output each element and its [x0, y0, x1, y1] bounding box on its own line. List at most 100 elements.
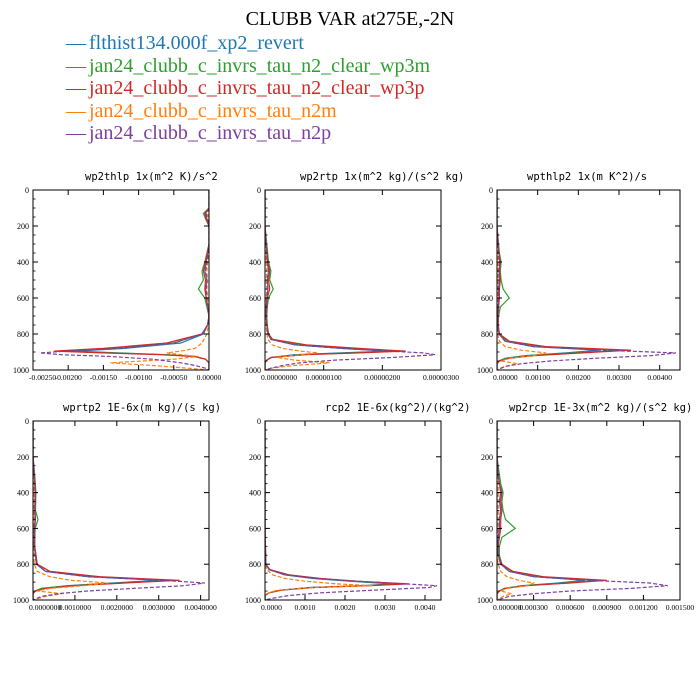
- series-line: [75, 190, 209, 370]
- x-tick-label: 0.00400: [647, 373, 672, 382]
- legend-entry: — jan24_clubb_c_invrs_tau_n2_clear_wp3p: [66, 77, 430, 100]
- y-tick-label: 800: [481, 560, 493, 569]
- y-tick-label: 200: [249, 222, 261, 231]
- y-tick-label: 200: [481, 453, 493, 462]
- y-tick-label: 1000: [245, 596, 261, 605]
- y-tick-label: 0: [25, 417, 29, 426]
- panel-title: wp2rcp 1E-3x(m^2 kg)/(s^2 kg): [509, 402, 692, 414]
- series-line: [265, 421, 438, 600]
- series-line: [33, 421, 172, 600]
- series-line: [265, 421, 402, 600]
- x-tick-label: 0.00100: [525, 373, 550, 382]
- series-line: [497, 421, 607, 600]
- y-tick-label: 0: [489, 186, 493, 195]
- y-tick-label: 800: [249, 330, 261, 339]
- y-tick-label: 600: [17, 524, 29, 533]
- series-line: [265, 190, 406, 370]
- y-tick-label: 400: [249, 489, 261, 498]
- legend-label: flthist134.000f_xp2_revert: [89, 32, 304, 54]
- panel-title: wpthlp2 1x(m K^2)/s: [527, 171, 647, 183]
- series-line: [54, 190, 209, 370]
- legend-label: jan24_clubb_c_invrs_tau_n2_clear_wp3m: [89, 54, 431, 77]
- x-tick-label: 0.00000: [197, 373, 222, 382]
- y-tick-label: 400: [249, 258, 261, 267]
- y-tick-label: 1000: [245, 366, 261, 375]
- series-line: [33, 421, 109, 600]
- chart-panel: wp2rtp 1x(m^2 kg)/(s^2 kg) 0 200 400 600 800 1…: [245, 171, 464, 382]
- chart-panel: wp2rcp 1E-3x(m^2 kg)/(s^2 kg) 0 200 400 600 8…: [477, 402, 694, 612]
- legend-line-icon: —: [66, 122, 86, 144]
- y-tick-label: 800: [481, 330, 493, 339]
- x-tick-label: 0.00000300: [423, 373, 459, 382]
- y-tick-label: 200: [249, 453, 261, 462]
- panel-title: wprtp2 1E-6x(m kg)/(s kg): [63, 402, 221, 414]
- x-tick-label: 0.00300: [607, 373, 632, 382]
- series-line: [265, 190, 389, 370]
- x-tick-label: 0.00000100: [306, 373, 342, 382]
- y-tick-label: 0: [25, 186, 29, 195]
- chart-panel: wp2thlp 1x(m^2 K)/s^202004006008001000-0…: [13, 171, 222, 382]
- series-line: [61, 190, 209, 370]
- series-line: [265, 421, 410, 600]
- x-tick-label: 0.0030000: [143, 603, 175, 612]
- chart-panel: rcp2 1E-6x(kg^2)/(kg^2) 0 200 400 600 800 1000…: [245, 402, 470, 612]
- series-line: [497, 421, 585, 600]
- legend-entry: — flthist134.000f_xp2_revert: [66, 32, 430, 55]
- y-tick-label: 800: [17, 330, 29, 339]
- y-tick-label: 600: [481, 524, 493, 533]
- x-tick-label: -0.00200: [55, 373, 82, 382]
- y-tick-label: 400: [17, 489, 29, 498]
- y-tick-label: 400: [481, 489, 493, 498]
- y-tick-label: 0: [257, 186, 261, 195]
- x-tick-label: -0.00150: [90, 373, 117, 382]
- y-tick-label: 600: [249, 524, 261, 533]
- legend: — flthist134.000f_xp2_revert — jan24_clubb…: [66, 32, 430, 145]
- series-line: [110, 190, 209, 370]
- y-tick-label: 600: [481, 294, 493, 303]
- y-tick-label: 1000: [477, 596, 493, 605]
- x-tick-label: 0.00200: [566, 373, 591, 382]
- legend-entry: — jan24_clubb_c_invrs_tau_n2p: [66, 122, 430, 145]
- x-tick-label: 0.0010: [295, 603, 316, 612]
- x-tick-label: 0.00000000: [261, 373, 297, 382]
- x-tick-label: 0.001500: [666, 603, 695, 612]
- chart-panel: wpthlp2 1x(m K^2)/s020040060080010000.00…: [477, 171, 681, 382]
- y-tick-label: 200: [17, 222, 29, 231]
- series-line: [39, 190, 209, 370]
- series-line: [497, 421, 536, 600]
- x-tick-label: 0.001200: [629, 603, 658, 612]
- y-tick-label: 0: [489, 417, 493, 426]
- y-tick-label: 600: [17, 294, 29, 303]
- x-tick-label: 0.000000: [493, 603, 522, 612]
- x-tick-label: -0.00100: [125, 373, 152, 382]
- series-line: [265, 190, 330, 370]
- series-line: [265, 190, 436, 370]
- series-line: [33, 421, 205, 600]
- y-tick-label: 800: [249, 560, 261, 569]
- legend-line-icon: —: [66, 32, 86, 54]
- x-tick-label: 0.000900: [593, 603, 622, 612]
- y-tick-label: 1000: [477, 366, 493, 375]
- x-tick-label: -0.00050: [160, 373, 187, 382]
- x-tick-label: 0.0020: [335, 603, 356, 612]
- y-tick-label: 0: [257, 417, 261, 426]
- legend-label: jan24_clubb_c_invrs_tau_n2_clear_wp3p: [89, 77, 425, 99]
- legend-label: jan24_clubb_c_invrs_tau_n2m: [89, 99, 337, 122]
- x-tick-label: 0.0020000: [101, 603, 133, 612]
- legend-line-icon: —: [66, 99, 86, 122]
- plot-frame: [32, 189, 210, 371]
- legend-entry: — jan24_clubb_c_invrs_tau_n2m: [66, 100, 430, 123]
- x-tick-label: 0.0030: [375, 603, 396, 612]
- x-tick-label: 0.00000200: [364, 373, 400, 382]
- figure-title: CLUBB VAR at275E,-2N: [245, 8, 455, 30]
- x-tick-label: 0.000600: [556, 603, 585, 612]
- chart-panel: wprtp2 1E-6x(m kg)/(s kg) 0 200 400 600 800 10…: [13, 402, 221, 612]
- x-tick-label: 0.0040000: [184, 603, 216, 612]
- series-line: [33, 421, 159, 600]
- series-line: [497, 421, 598, 600]
- x-tick-label: -0.00250: [29, 373, 56, 382]
- panel-title: wp2thlp 1x(m^2 K)/s^2: [85, 171, 218, 183]
- x-tick-label: 0.00000: [493, 373, 518, 382]
- y-tick-label: 400: [481, 258, 493, 267]
